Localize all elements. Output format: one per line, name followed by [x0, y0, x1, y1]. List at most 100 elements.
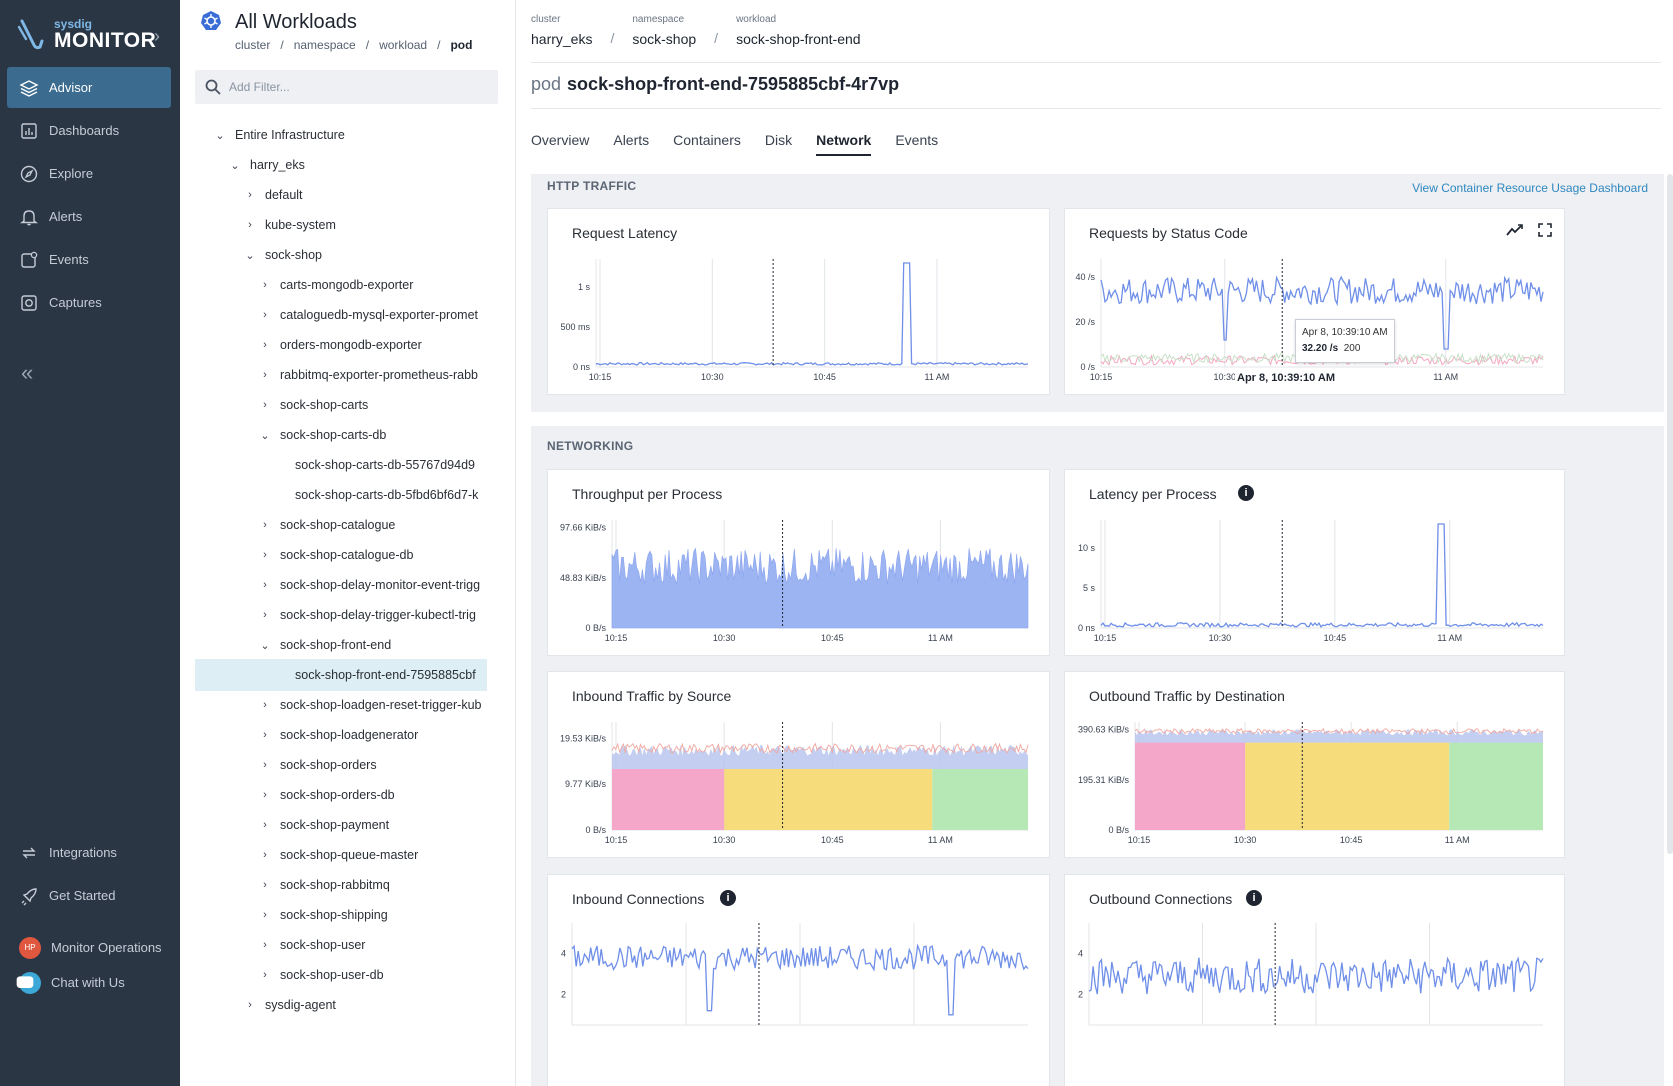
tree-node[interactable]: › sock-shop-user — [195, 929, 487, 961]
tree-node[interactable]: › sock-shop-catalogue — [195, 509, 487, 541]
expand-icon[interactable] — [1538, 223, 1552, 237]
tree-node[interactable]: sock-shop-carts-db-5fbd6bf6d7-k — [195, 479, 487, 511]
tree-node[interactable]: › sock-shop-catalogue-db — [195, 539, 487, 571]
tree-node[interactable]: › sock-shop-delay-monitor-event-trigg — [195, 569, 487, 601]
tab-containers[interactable]: Containers — [673, 132, 741, 148]
tree-node[interactable]: › sock-shop-queue-master — [195, 839, 487, 871]
tab-events[interactable]: Events — [895, 132, 939, 148]
chevron-right-icon[interactable]: › — [263, 879, 267, 891]
chevron-right-icon[interactable]: › — [263, 969, 267, 981]
chevron-down-icon[interactable]: ⌄ — [260, 639, 270, 652]
chevron-right-icon[interactable]: › — [263, 579, 267, 591]
nav-item-captures[interactable]: Captures — [7, 282, 171, 323]
nav-item-get-started[interactable]: Get Started — [7, 875, 171, 916]
chevron-right-icon[interactable]: › — [263, 759, 267, 771]
chart-panel-procLatency[interactable]: 10 s 5 s 0 ns 10:15 10:30 10:45 11 AM Latency p… — [1064, 469, 1565, 656]
chart-panel-outbound[interactable]: 390.63 KiB/s 195.31 KiB/s 0 B/s 10:15 10:30 1… — [1064, 671, 1565, 858]
brand-logo[interactable]: sysdig MONITOR › — [16, 14, 160, 54]
nav-item-monitor-operations[interactable]: HP Monitor Operations — [7, 927, 171, 968]
tree-node[interactable]: › sysdig-agent — [195, 989, 487, 1021]
crumb-pod[interactable]: pod — [450, 38, 473, 52]
tree-node[interactable]: ⌄ sock-shop — [195, 239, 487, 271]
tree-node[interactable]: › rabbitmq-exporter-prometheus-rabb — [195, 359, 487, 391]
tree-node[interactable]: › sock-shop-loadgenerator — [195, 719, 487, 751]
chevron-down-icon[interactable]: ⌄ — [260, 429, 270, 442]
nav-item-dashboards[interactable]: Dashboards — [7, 110, 171, 151]
info-icon[interactable]: i — [1246, 890, 1262, 906]
tab-overview[interactable]: Overview — [531, 132, 590, 148]
tree-node[interactable]: ⌄ sock-shop-front-end — [195, 629, 487, 661]
tab-alerts[interactable]: Alerts — [613, 132, 650, 148]
chevron-right-icon[interactable]: › — [263, 789, 267, 801]
info-icon[interactable]: i — [720, 890, 736, 906]
nav-item-alerts[interactable]: Alerts — [7, 196, 171, 237]
chart-panel-latency[interactable]: 1 s 500 ms 0 ns 10:15 10:30 10:45 11 AM Request… — [547, 208, 1050, 395]
crumb-cluster[interactable]: cluster — [235, 38, 271, 52]
crumb-namespace[interactable]: namespace — [293, 38, 356, 52]
info-icon[interactable]: i — [1238, 485, 1254, 501]
tree-node[interactable]: › sock-shop-loadgen-reset-trigger-kub — [195, 689, 487, 721]
chevron-down-icon[interactable]: ⌄ — [215, 129, 225, 142]
nav-item-events[interactable]: Events — [7, 239, 171, 280]
tree-node[interactable]: › cataloguedb-mysql-exporter-promet — [195, 299, 487, 331]
chevron-right-icon[interactable]: › — [248, 999, 252, 1011]
main-scrollbar[interactable] — [1667, 174, 1673, 854]
crumb-cluster[interactable]: cluster harry_eks — [531, 14, 592, 47]
trend-icon[interactable] — [1506, 223, 1524, 237]
tab-network[interactable]: Network — [816, 132, 872, 156]
crumb-workload[interactable]: workload — [379, 38, 428, 52]
tree-node[interactable]: › sock-shop-delay-trigger-kubectl-trig — [195, 599, 487, 631]
tree-node[interactable]: › sock-shop-rabbitmq — [195, 869, 487, 901]
chart-panel-inbound[interactable]: 19.53 KiB/s 9.77 KiB/s 0 B/s 10:15 10:30 10:4… — [547, 671, 1050, 858]
chart-panel-throughput[interactable]: 97.66 KiB/s 48.83 KiB/s 0 B/s 10:15 10:30 10:… — [547, 469, 1050, 656]
tree-node[interactable]: › kube-system — [195, 209, 487, 241]
tree-node[interactable]: › carts-mongodb-exporter — [195, 269, 487, 301]
tab-disk[interactable]: Disk — [764, 132, 793, 148]
tree-node[interactable]: › default — [195, 179, 487, 211]
tree-node[interactable]: ⌄ sock-shop-carts-db — [195, 419, 487, 451]
tree-node[interactable]: › sock-shop-payment — [195, 809, 487, 841]
tree-node[interactable]: sock-shop-front-end-7595885cbf — [195, 659, 487, 691]
chevron-down-icon[interactable]: ⌄ — [230, 159, 240, 172]
crumb-workload[interactable]: workload sock-shop-front-end — [736, 14, 861, 47]
chevron-right-icon[interactable]: › — [263, 519, 267, 531]
filter-box[interactable] — [195, 70, 498, 104]
chevron-right-icon[interactable]: › — [263, 699, 267, 711]
chevron-right-icon[interactable]: › — [263, 399, 267, 411]
crumb-namespace[interactable]: namespace sock-shop — [632, 14, 696, 47]
chevron-right-icon[interactable]: › — [263, 609, 267, 621]
chevron-right-icon[interactable]: › — [248, 219, 252, 231]
chevron-right-icon[interactable]: › — [154, 26, 160, 46]
chevron-right-icon[interactable]: › — [263, 369, 267, 381]
chart-panel-status[interactable]: 40 /s 20 /s 0 /s 10:15 10:30 11 AM Requests by… — [1064, 208, 1565, 395]
chevron-right-icon[interactable]: › — [263, 339, 267, 351]
chevron-right-icon[interactable]: › — [263, 909, 267, 921]
chevron-right-icon[interactable]: › — [263, 729, 267, 741]
nav-item-explore[interactable]: Explore — [7, 153, 171, 194]
chevron-right-icon[interactable]: › — [263, 939, 267, 951]
nav-item-integrations[interactable]: Integrations — [7, 832, 171, 873]
tree-node[interactable]: › orders-mongodb-exporter — [195, 329, 487, 361]
nav-item-chat-with-us[interactable]: Chat with Us — [7, 962, 171, 1003]
chevron-right-icon[interactable]: › — [263, 309, 267, 321]
tree-node[interactable]: › sock-shop-user-db — [195, 959, 487, 991]
tree-node[interactable]: ⌄ Entire Infrastructure — [195, 119, 487, 151]
chart-panel-outConn[interactable]: 4 2 Outbound Connections i — [1064, 874, 1565, 1086]
collapse-nav-button[interactable]: « — [7, 352, 171, 393]
chevron-right-icon[interactable]: › — [248, 189, 252, 201]
tree-node[interactable]: › sock-shop-carts — [195, 389, 487, 421]
tree-node[interactable]: ⌄ harry_eks — [195, 149, 487, 181]
tree-node[interactable]: › sock-shop-shipping — [195, 899, 487, 931]
nav-item-advisor[interactable]: Advisor — [7, 67, 171, 108]
chevron-right-icon[interactable]: › — [263, 279, 267, 291]
tree-node[interactable]: sock-shop-carts-db-55767d94d9 — [195, 449, 487, 481]
chevron-down-icon[interactable]: ⌄ — [245, 249, 255, 262]
chevron-right-icon[interactable]: › — [263, 849, 267, 861]
filter-input[interactable] — [229, 80, 479, 94]
chevron-right-icon[interactable]: › — [263, 549, 267, 561]
view-dashboard-link[interactable]: View Container Resource Usage Dashboard — [1412, 181, 1648, 195]
chevron-right-icon[interactable]: › — [263, 819, 267, 831]
tree-node[interactable]: › sock-shop-orders-db — [195, 779, 487, 811]
tree-node[interactable]: › sock-shop-orders — [195, 749, 487, 781]
chart-panel-inConn[interactable]: 4 2 Inbound Connections i — [547, 874, 1050, 1086]
